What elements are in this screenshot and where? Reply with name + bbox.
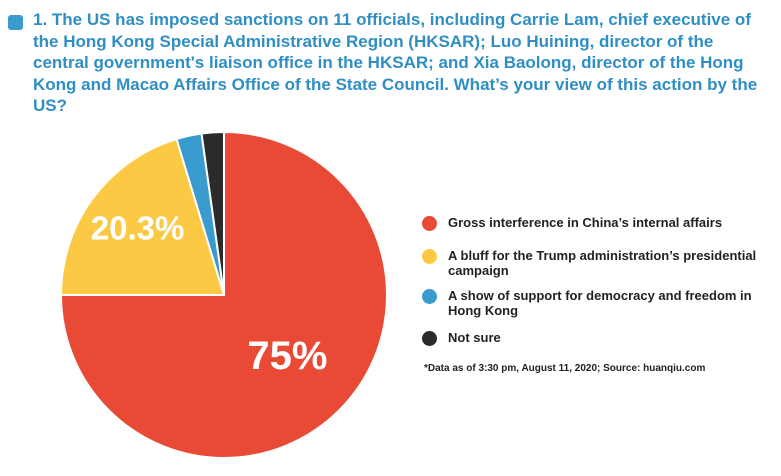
legend-swatch-black-icon [422,331,437,346]
source-footnote: *Data as of 3:30 pm, August 11, 2020; So… [424,363,706,374]
pie-slice-not-sure [200,130,225,296]
question-marker-icon [8,15,23,30]
pie-slice-gross-interference [59,130,388,459]
legend-label: A show of support for democracy and free… [448,288,752,318]
legend-item-not-sure: Not sure [422,330,762,346]
legend-label: Not sure [448,330,501,345]
pie-label-gross-interference: 75% [247,334,327,378]
legend-swatch-red-icon [422,216,437,231]
legend-item-show-of-support: A show of support for democracy and free… [422,288,762,318]
legend-swatch-blue-icon [422,289,437,304]
legend-item-bluff: A bluff for the Trump administration’s p… [422,248,762,278]
legend-item-gross-interference: Gross interference in China’s internal a… [422,215,762,231]
legend: Gross interference in China’s internal a… [422,215,762,346]
legend-label: Gross interference in China’s internal a… [448,215,723,230]
legend-label: A bluff for the Trump administration’s p… [448,248,757,278]
pie-slice-bluff [59,137,226,296]
legend-swatch-yellow-icon [422,249,437,264]
question-text: 1. The US has imposed sanctions on 11 of… [33,10,758,115]
pie-label-bluff: 20.3% [91,210,185,247]
